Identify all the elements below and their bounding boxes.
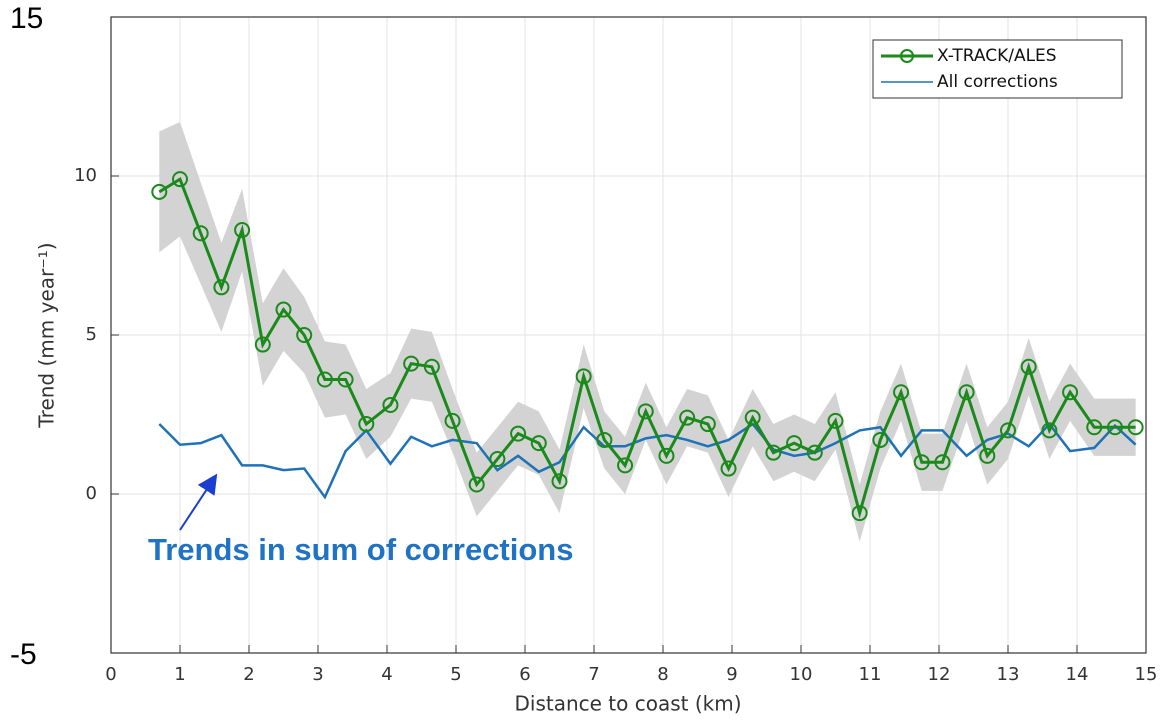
marker — [1000, 422, 1016, 439]
marker — [337, 371, 354, 388]
marker — [1086, 419, 1103, 436]
marker — [151, 183, 168, 200]
marker — [468, 476, 485, 493]
x-tick-label: 1 — [174, 664, 185, 685]
marker — [765, 444, 782, 461]
marker — [958, 384, 975, 401]
y-tick-label: 10 — [74, 165, 97, 186]
x-tick-label: 5 — [450, 664, 461, 685]
x-tick-label: 12 — [928, 664, 951, 685]
annotation: Trends in sum of corrections — [148, 532, 573, 567]
legend-box — [872, 39, 1123, 99]
y-tick-label: 15 — [10, 2, 43, 35]
marker — [254, 336, 271, 353]
marker — [658, 447, 675, 464]
x-tick-label: 2 — [243, 664, 254, 685]
x-tick-label: 15 — [1135, 664, 1158, 685]
marker — [489, 451, 506, 468]
marker — [192, 225, 209, 242]
marker — [872, 431, 889, 448]
marker — [1062, 384, 1079, 401]
marker — [510, 425, 527, 442]
x-tick-label: 3 — [312, 664, 323, 685]
marker — [1020, 358, 1037, 375]
x-axis-label: Distance to coast (km) — [514, 692, 741, 716]
x-tick-label: 6 — [519, 664, 530, 685]
x-tick-label: 11 — [859, 664, 882, 685]
marker — [699, 416, 716, 433]
marker — [296, 327, 313, 343]
marker — [806, 444, 823, 461]
marker — [1041, 422, 1058, 439]
x-tick-label: 4 — [381, 664, 392, 685]
x-tick-label: 8 — [657, 664, 668, 685]
marker — [979, 447, 996, 464]
x-tick-label: 13 — [997, 664, 1020, 685]
marker — [423, 358, 440, 375]
y-tick-label: -5 — [10, 638, 37, 671]
y-tick-label: 5 — [86, 324, 97, 345]
marker — [617, 457, 634, 474]
marker — [551, 473, 568, 490]
marker — [403, 355, 420, 372]
x-tick-label: 10 — [790, 664, 813, 685]
marker — [358, 416, 375, 433]
plot-frame — [110, 16, 1147, 654]
series-line — [158, 422, 1137, 500]
marker — [679, 409, 696, 426]
marker — [786, 435, 803, 452]
marker — [444, 412, 461, 429]
legend-label: All corrections — [937, 72, 1058, 92]
y-axis-label: Trend (mm year⁻¹) — [35, 242, 59, 428]
series-line — [158, 176, 1136, 519]
marker — [596, 431, 613, 448]
x-tick-label: 9 — [726, 664, 737, 685]
marker — [275, 301, 292, 318]
marker — [934, 454, 951, 471]
marker — [913, 454, 930, 471]
marker — [1127, 419, 1144, 436]
marker — [172, 171, 188, 188]
marker — [827, 412, 844, 429]
marker — [575, 368, 592, 385]
y-tick-label: 0 — [86, 483, 97, 504]
marker — [213, 279, 230, 296]
x-tick-label: 7 — [588, 664, 599, 685]
x-tick-label: 0 — [105, 664, 116, 685]
error-band — [159, 121, 1136, 542]
marker — [893, 384, 910, 401]
marker — [234, 222, 251, 239]
annotation-arrow — [179, 473, 218, 531]
marker — [316, 371, 333, 388]
x-tick-label: 14 — [1066, 664, 1089, 685]
marker — [720, 460, 737, 477]
marker — [851, 505, 868, 522]
marker — [637, 403, 654, 420]
marker — [382, 396, 399, 413]
marker — [1106, 419, 1123, 436]
marker — [530, 435, 547, 452]
marker — [744, 409, 761, 426]
legend-marker — [900, 49, 914, 63]
legend-label: X-TRACK/ALES — [937, 46, 1057, 66]
